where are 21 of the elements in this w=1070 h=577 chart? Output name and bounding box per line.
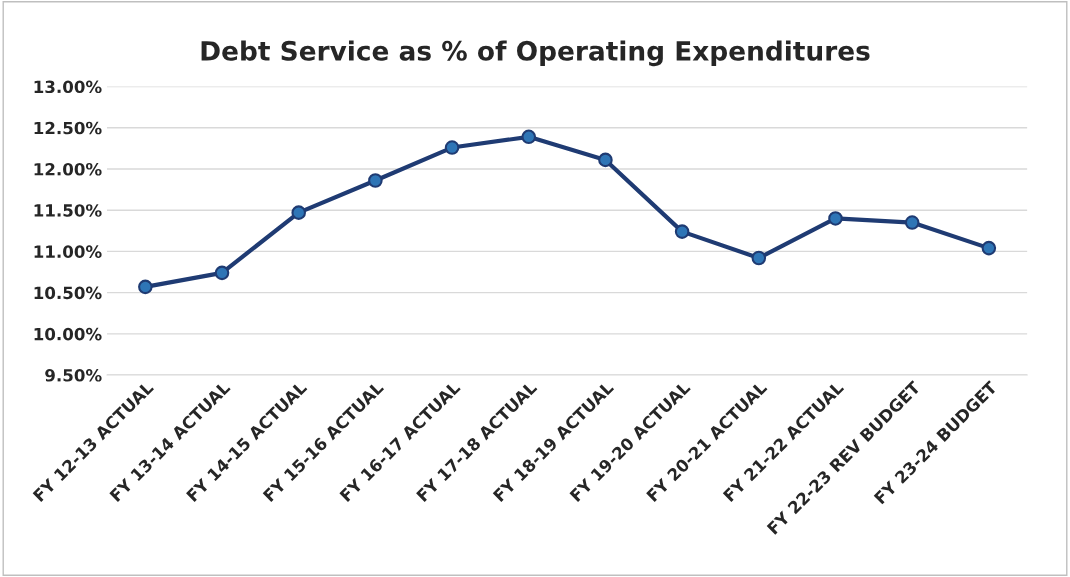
y-tick-label: 11.50%	[34, 204, 102, 217]
point	[368, 173, 383, 188]
chart-title: Debt Service as % of Operating Expenditures	[201, 40, 870, 67]
point	[598, 152, 613, 168]
point	[521, 129, 537, 145]
point	[751, 250, 767, 266]
y-tick-label: 11.00%	[34, 245, 102, 258]
y-tick-label: 12.00%	[34, 162, 102, 176]
point	[904, 215, 920, 230]
point	[828, 211, 843, 226]
point	[674, 224, 690, 239]
y-tick-label: 9.50%	[45, 369, 102, 382]
y-tick-label: 12.50%	[34, 121, 102, 135]
point	[214, 265, 230, 281]
y-tick-label: 10.00%	[34, 327, 102, 341]
point	[444, 140, 460, 155]
point	[138, 279, 153, 295]
point	[981, 240, 997, 256]
point	[291, 205, 306, 220]
y-tick-label: 13.00%	[34, 80, 102, 94]
y-tick-label: 10.50%	[34, 286, 102, 300]
